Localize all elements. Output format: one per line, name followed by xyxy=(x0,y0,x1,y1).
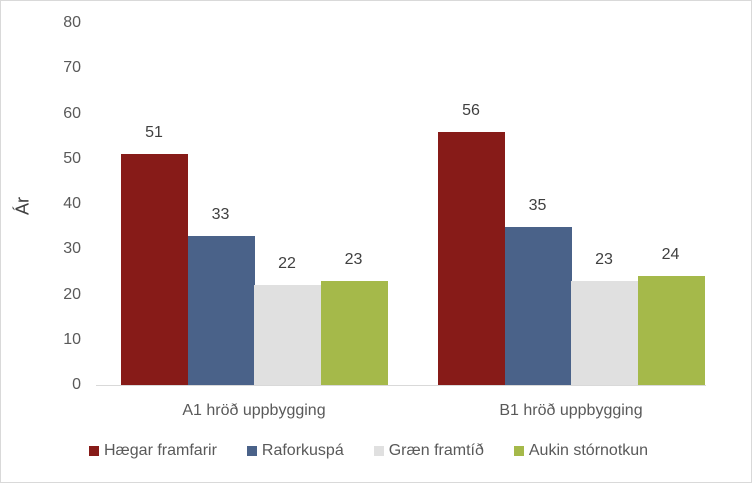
legend-swatch-icon xyxy=(513,446,524,456)
data-label: 24 xyxy=(661,246,680,264)
y-tick-label: 70 xyxy=(63,59,81,77)
bar xyxy=(121,154,188,385)
bar xyxy=(571,280,638,385)
bar xyxy=(504,226,572,385)
bar xyxy=(254,285,321,385)
legend-item: Raforkuspá xyxy=(246,442,344,460)
data-label: 33 xyxy=(211,205,230,223)
y-tick-label: 50 xyxy=(63,149,81,167)
y-axis-label: Ár xyxy=(12,197,33,215)
x-axis-line xyxy=(96,385,706,386)
data-label: 22 xyxy=(278,255,296,273)
data-label: 35 xyxy=(528,196,547,214)
legend-swatch-icon xyxy=(89,446,99,456)
y-tick-label: 0 xyxy=(72,376,81,393)
legend-swatch-icon xyxy=(246,446,257,456)
bar xyxy=(320,280,388,385)
y-tick-label: 20 xyxy=(63,285,81,303)
y-tick-label: 10 xyxy=(63,330,81,348)
data-label: 23 xyxy=(595,250,613,268)
y-tick-label: 80 xyxy=(63,14,81,31)
legend-label: Hægar framfarir xyxy=(104,442,217,459)
bar xyxy=(637,276,705,385)
legend-item: Græn framtíð xyxy=(373,442,484,460)
legend-item: Aukin stórnotkun xyxy=(513,442,649,460)
y-tick-label: 40 xyxy=(63,195,81,212)
data-label: 23 xyxy=(344,250,363,268)
data-label: 56 xyxy=(462,101,480,119)
legend-item: Hægar framfarir xyxy=(89,442,217,460)
y-tick-label: 30 xyxy=(63,240,81,258)
legend: Hægar framfarir Raforkuspá Græn framtíð Auk… xyxy=(89,442,678,460)
y-tick-label: 60 xyxy=(63,104,81,122)
x-category-label: B1 hröð uppbygging xyxy=(499,402,643,419)
legend-label: Raforkuspá xyxy=(261,442,344,459)
legend-label: Græn framtíð xyxy=(388,442,484,459)
bar xyxy=(187,235,255,385)
x-category-label: A1 hröð uppbygging xyxy=(182,402,326,419)
legend-swatch-icon xyxy=(373,446,384,456)
bar xyxy=(438,131,505,385)
data-label: 51 xyxy=(145,124,163,142)
legend-label: Aukin stórnotkun xyxy=(528,442,649,459)
